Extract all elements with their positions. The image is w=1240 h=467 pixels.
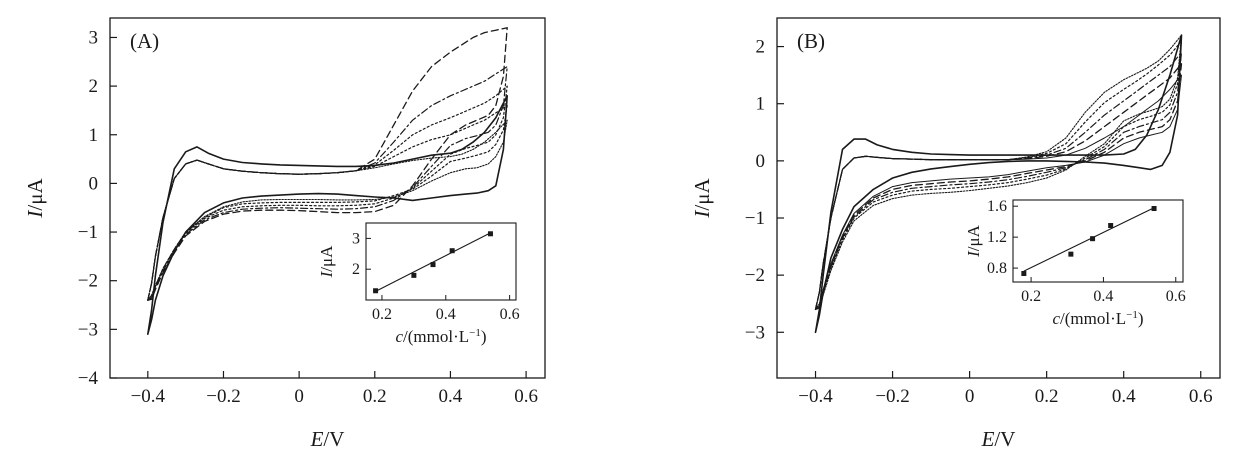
panel-a-inset: 0.2 0.4 0.6 23 c/(mmol·L−1) I/μA xyxy=(317,222,520,346)
panel-b-inset-y-label: I/μA xyxy=(964,224,983,258)
panel-a-y-tick-label: 2 xyxy=(89,76,99,97)
panel-a-cv-curve-c5 xyxy=(147,27,508,301)
panel-a-inset-x-tick-label: 0.6 xyxy=(500,306,520,323)
panel-a-x-ticks: −0.4 −0.2 0 0.2 0.4 0.6 xyxy=(131,371,538,407)
panel-a-x-tick-label: −0.4 xyxy=(131,386,166,407)
panel-a-y-tick-label: 0 xyxy=(89,173,99,194)
panel-a-inset-y-label: I/μA xyxy=(317,245,336,279)
panel-a-x-tick-label: −0.2 xyxy=(206,386,240,407)
panel-a-inset-data-point xyxy=(487,231,493,237)
panel-b-x-tick-label: 0.4 xyxy=(1112,386,1136,407)
panel-a-inset-y-tick-label: 2 xyxy=(352,261,360,278)
panel-a-x-label: E/V xyxy=(310,427,345,451)
panel-a-inset-x-tick-label: 0.2 xyxy=(372,306,392,323)
panel-a-inset-points xyxy=(373,231,493,294)
panel-b-x-tick-label: 0.6 xyxy=(1189,386,1213,407)
panel-b-inset-x-ticks: 0.2 0.4 0.6 xyxy=(1021,277,1186,305)
panel-b-inset-y-tick-label: 1.6 xyxy=(987,198,1007,215)
panel-a-curves xyxy=(147,27,508,335)
panel-b-x-tick-label: 0 xyxy=(965,386,975,407)
panel-b-inset-fit-line xyxy=(1023,207,1155,272)
panel-b-x-label: E/V xyxy=(981,427,1016,451)
panel-a-inset-data-point xyxy=(411,272,417,278)
panel-b-inset-y-ticks: 0.8 1.2 1.6 xyxy=(987,198,1018,277)
panel-a-inset-x-ticks: 0.2 0.4 0.6 xyxy=(372,295,520,323)
panel-b-x-tick-label: −0.4 xyxy=(798,386,833,407)
panel-a-y-tick-label: −3 xyxy=(78,319,98,340)
panel-a-x-tick-label: 0 xyxy=(294,386,304,407)
panel-a-inset-frame xyxy=(365,222,517,301)
panel-a-y-tick-label: 3 xyxy=(89,27,99,48)
panel-b-inset-y-tick-label: 0.8 xyxy=(987,260,1007,277)
panel-a-inset-x-tick-label: 0.4 xyxy=(436,306,456,323)
panel-a-cv-curve-blank xyxy=(147,95,508,335)
panel-a-label: (A) xyxy=(130,29,159,53)
panel-b-cv-curve-blank xyxy=(814,34,1183,334)
panel-b-y-tick-label: −3 xyxy=(745,322,765,343)
panel-a-y-label: I/μA xyxy=(23,178,47,219)
panel-a-x-tick-label: 0.2 xyxy=(363,386,387,407)
panel-a-inset-x-label: c/(mmol·L−1) xyxy=(395,327,486,346)
panel-b-inset: 0.2 0.4 0.6 0.8 1.2 1.6 c/(mmol·L−1) I/μA xyxy=(964,198,1186,328)
panel-b-y-tick-label: 0 xyxy=(756,151,766,172)
panel-a-x-tick-label: 0.4 xyxy=(439,386,463,407)
panel-a-y-tick-label: 1 xyxy=(89,125,99,146)
panel-b-inset-data-point xyxy=(1021,270,1027,276)
panel-a-y-tick-label: −4 xyxy=(78,368,99,389)
panel-b-inset-y-tick-label: 1.2 xyxy=(987,229,1007,246)
panel-a-inset-data-point xyxy=(430,262,436,268)
panel-b-label: (B) xyxy=(797,29,825,53)
panel-b-axes: −0.4 −0.2 0 0.2 0.4 0.6 −3 −2 −1 0 1 2 xyxy=(745,17,1221,407)
panel-b-x-ticks: −0.4 −0.2 0 0.2 0.4 0.6 xyxy=(798,371,1213,407)
panel-a-inset-data-point xyxy=(449,248,455,254)
panel-b-frame xyxy=(776,17,1221,379)
panel-b-inset-data-point xyxy=(1090,236,1096,242)
panel-b-curves xyxy=(814,34,1183,334)
panel-b-inset-data-point xyxy=(1108,223,1114,229)
panel-b-inset-x-tick-label: 0.2 xyxy=(1021,288,1041,305)
panel-b-inset-data-point xyxy=(1151,206,1157,212)
panel-b-inset-x-tick-label: 0.6 xyxy=(1166,288,1186,305)
panel-b-y-tick-label: 2 xyxy=(756,37,766,58)
panel-b-inset-data-point xyxy=(1068,251,1074,257)
panel-a-y-ticks: −4 −3 −2 −1 0 1 2 3 xyxy=(78,27,117,389)
panel-b-x-tick-label: 0.2 xyxy=(1035,386,1059,407)
panel-a-y-tick-label: −2 xyxy=(78,271,98,292)
panel-b-y-tick-label: −1 xyxy=(745,208,765,229)
panel-b-x-tick-label: −0.2 xyxy=(875,386,909,407)
panel-a-frame xyxy=(109,17,546,379)
panel-a-inset-data-point xyxy=(373,288,379,294)
panel-b-y-tick-label: −2 xyxy=(745,265,765,286)
panel-b-inset-points xyxy=(1021,206,1157,276)
panel-b: −0.4 −0.2 0 0.2 0.4 0.6 −3 −2 −1 0 1 2 (B) E/V I/μ… xyxy=(690,17,1221,451)
panel-a-inset-y-tick-label: 3 xyxy=(352,230,360,247)
panel-a-y-tick-label: −1 xyxy=(78,222,98,243)
panel-b-inset-x-tick-label: 0.4 xyxy=(1093,288,1113,305)
panel-b-cv-curve-c5 xyxy=(814,34,1183,310)
panel-b-y-label: I/μA xyxy=(690,178,714,219)
panel-b-inset-x-label: c/(mmol·L−1) xyxy=(1052,309,1143,328)
panel-a-x-tick-label: 0.6 xyxy=(514,386,538,407)
panel-a-inset-y-ticks: 23 xyxy=(352,230,371,278)
panel-b-y-ticks: −3 −2 −1 0 1 2 xyxy=(745,37,784,343)
panel-b-inset-frame xyxy=(1012,199,1184,283)
panel-b-y-tick-label: 1 xyxy=(756,94,766,115)
